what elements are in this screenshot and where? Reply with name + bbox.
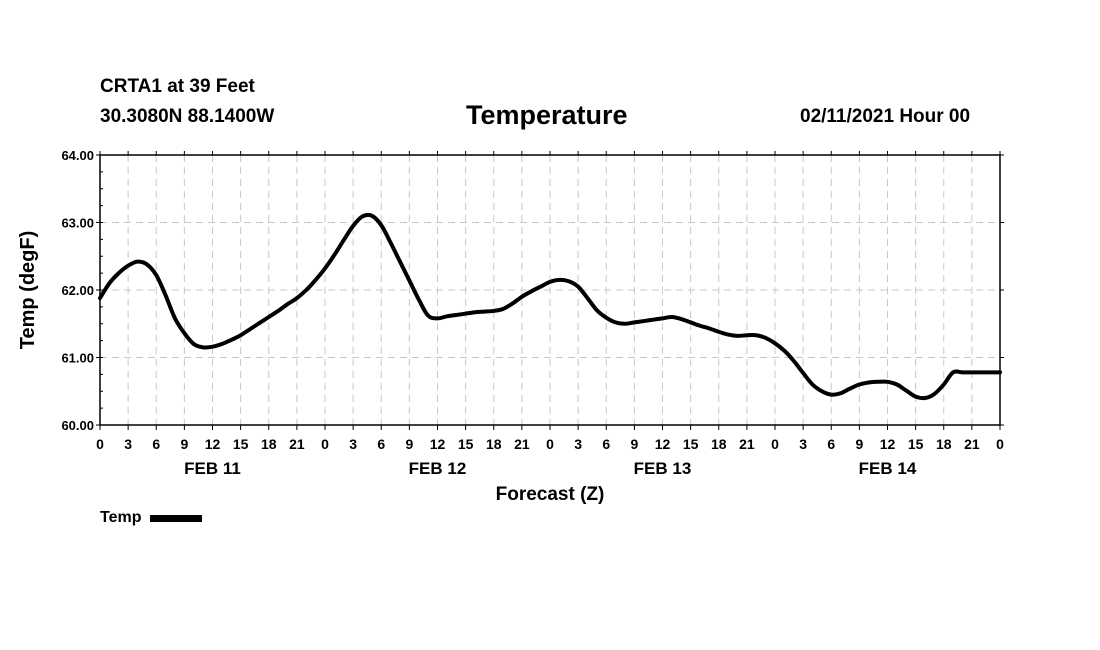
x-tick-label: 15 [458,436,474,452]
x-tick-label: 15 [233,436,249,452]
day-label: FEB 11 [184,459,241,478]
x-tick-label: 9 [630,436,638,452]
x-tick-label: 3 [349,436,357,452]
y-tick-label: 61.00 [61,351,94,366]
run-datetime: 02/11/2021 Hour 00 [800,106,971,127]
station-label: CRTA1 at 39 Feet [100,76,255,97]
x-tick-label: 21 [739,436,755,452]
x-tick-label: 3 [124,436,132,452]
x-tick-label: 0 [996,436,1004,452]
chart-title: Temperature [466,100,628,130]
day-label: FEB 13 [634,459,692,478]
y-tick-label: 60.00 [61,418,94,433]
legend-line-swatch [150,514,203,522]
x-tick-label: 0 [96,436,104,452]
x-tick-label: 0 [546,436,554,452]
x-tick-label: 3 [574,436,582,452]
temp-series-line [98,212,1002,401]
x-tick-label: 15 [683,436,699,452]
x-tick-label: 12 [880,436,896,452]
x-tick-label: 9 [405,436,413,452]
x-tick-label: 6 [827,436,835,452]
y-axis-label: Temp (degF) [17,231,39,350]
x-tick-label: 6 [152,436,160,452]
x-tick-label: 12 [205,436,221,452]
x-tick-label: 6 [377,436,385,452]
day-labels: FEB 11 FEB 12 FEB 13 FEB 14 [184,459,917,478]
x-tick-label: 0 [771,436,779,452]
x-tick-label: 0 [321,436,329,452]
day-label: FEB 14 [859,459,917,478]
x-tick-label: 21 [964,436,980,452]
legend: Temp [100,509,203,527]
x-tick-label: 18 [936,436,952,452]
x-tick-label: 12 [430,436,446,452]
grid-lines [100,155,1000,425]
y-axis: 60.00 61.00 62.00 63.00 64.00 [61,148,1004,433]
day-label: FEB 12 [409,459,467,478]
y-tick-label: 63.00 [61,216,94,231]
x-tick-label: 9 [180,436,188,452]
x-tick-label: 21 [514,436,530,452]
x-tick-label: 12 [655,436,671,452]
x-tick-label: 18 [711,436,727,452]
x-axis-label: Forecast (Z) [496,484,605,505]
x-tick-label: 18 [261,436,277,452]
x-tick-label: 6 [602,436,610,452]
station-coordinates: 30.3080N 88.1400W [100,106,275,127]
y-tick-label: 62.00 [61,283,94,298]
x-tick-label: 21 [289,436,305,452]
legend-label: Temp [100,509,142,526]
y-tick-label: 64.00 [61,148,94,163]
x-axis: 0 3 6 9 12 15 18 21 0 3 6 9 12 15 18 21 0 3 6 9 12 15 18 21 0 3 6 9… [96,151,1004,452]
x-tick-label: 3 [799,436,807,452]
x-tick-label: 15 [908,436,924,452]
x-tick-label: 9 [855,436,863,452]
x-tick-label: 18 [486,436,502,452]
